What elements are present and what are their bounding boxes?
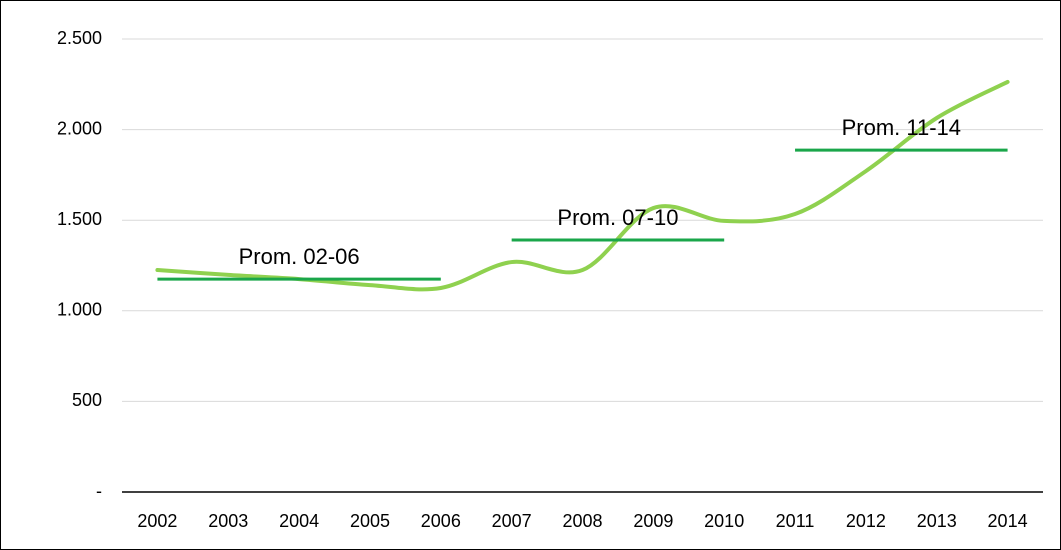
x-tick-label: 2011 — [776, 511, 815, 531]
x-tick-label: 2013 — [917, 511, 957, 531]
y-tick-label: 1.500 — [57, 209, 102, 229]
y-tick-label: 2.000 — [57, 118, 102, 138]
x-tick-label: 2004 — [279, 511, 319, 531]
average-label: Prom. 07-10 — [557, 205, 678, 230]
y-tick-label: 2.500 — [57, 28, 102, 48]
x-tick-label: 2012 — [846, 511, 886, 531]
x-tick-label: 2014 — [988, 511, 1028, 531]
y-tick-label: 500 — [72, 390, 102, 410]
y-tick-label: 1.000 — [57, 300, 102, 320]
x-tick-label: 2007 — [492, 511, 532, 531]
average-label: Prom. 11-14 — [842, 115, 961, 140]
y-tick-label: - — [96, 481, 102, 501]
x-tick-label: 2010 — [704, 511, 744, 531]
x-tick-label: 2002 — [137, 511, 177, 531]
x-tick-label: 2005 — [350, 511, 390, 531]
x-tick-label: 2009 — [633, 511, 673, 531]
average-label: Prom. 02-06 — [239, 244, 360, 269]
x-tick-label: 2008 — [562, 511, 602, 531]
x-tick-label: 2006 — [421, 511, 461, 531]
x-tick-label: 2003 — [208, 511, 248, 531]
